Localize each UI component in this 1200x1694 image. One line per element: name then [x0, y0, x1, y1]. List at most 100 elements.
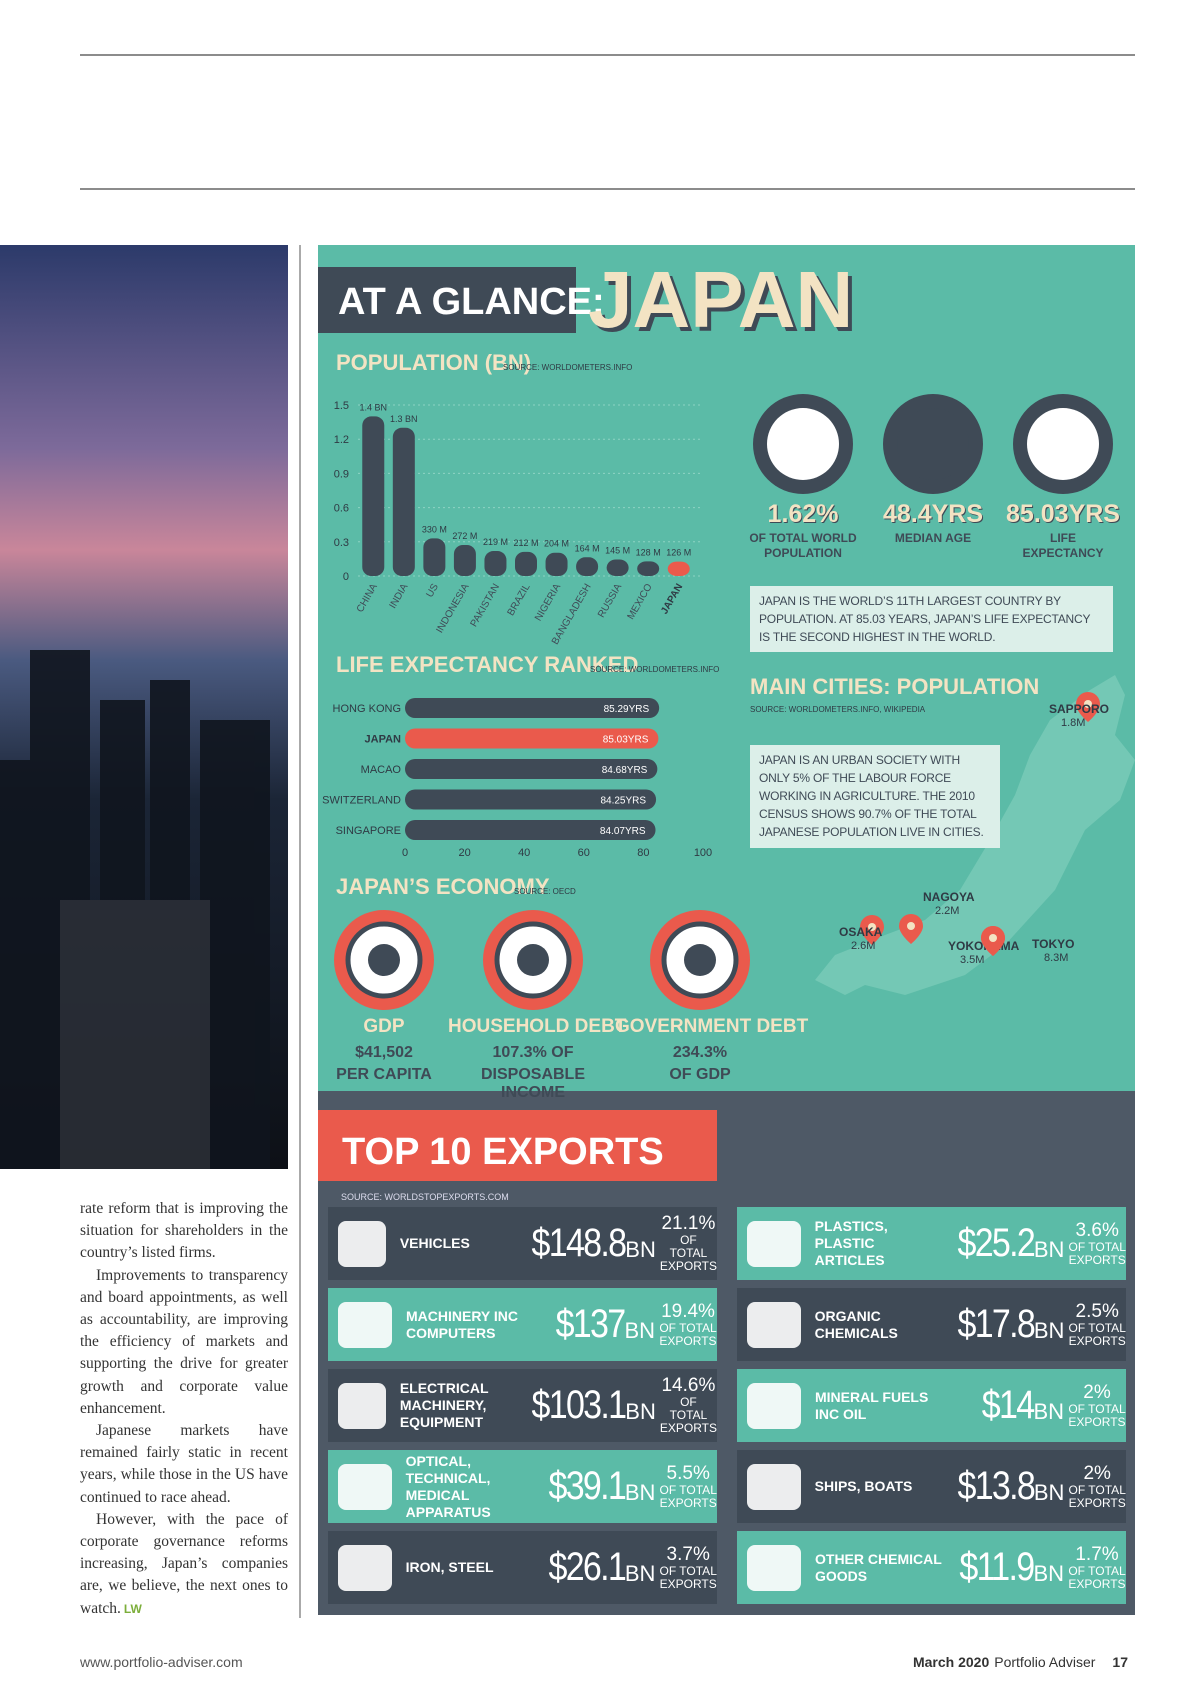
export-share: 14.6%	[661, 1375, 716, 1396]
export-name: OTHER CHEMICAL GOODS	[815, 1550, 942, 1584]
export-icon	[747, 1544, 801, 1591]
value-label: 126 M	[666, 548, 691, 558]
export-share: 5.5%	[666, 1462, 710, 1484]
y-tick-label: 0.3	[334, 537, 349, 549]
cities-source: SOURCE: WORLDOMETERS.INFO, WIKIPEDIA	[750, 705, 926, 714]
export-name: IRON, STEEL	[405, 1559, 494, 1575]
economy-label: GOVERNMENT DEBT	[615, 1016, 809, 1037]
export-share-box: 14.6% OF TOTAL EXPORTS	[660, 1376, 717, 1435]
export-share-box: 2% OF TOTAL EXPORTS	[1068, 1382, 1126, 1429]
export-unit: BN	[1033, 1398, 1064, 1424]
export-icon	[338, 1544, 392, 1591]
export-value: $148.8	[531, 1221, 627, 1265]
export-icon	[747, 1382, 801, 1429]
exports-title-box	[318, 1110, 717, 1181]
export-share-box: 3.7% OF TOTAL EXPORTS	[659, 1543, 717, 1591]
y-category-label: MACAO	[361, 764, 402, 776]
stat-value: 85.03YRS	[1006, 500, 1120, 528]
footer-url: www.portfolio-adviser.com	[80, 1654, 243, 1670]
export-value: $17.8	[957, 1302, 1035, 1346]
export-share-box: 1.7% OF TOTAL EXPORTS	[1068, 1544, 1126, 1591]
article: rate reform that is improving the situat…	[80, 1198, 288, 1620]
export-value: $39.1	[548, 1464, 626, 1508]
life-title: LIFE EXPECTANCY RANKED	[336, 652, 638, 677]
economy-item: GDP $41,502 PER CAPITA	[299, 1016, 469, 1084]
export-name: MINERAL FUELS INC OIL	[815, 1388, 929, 1422]
export-share: 19.4%	[661, 1300, 715, 1322]
export-icon	[747, 1301, 801, 1348]
x-tick-label: 100	[694, 847, 712, 859]
stat-label: OF TOTAL WORLD POPULATION	[749, 531, 857, 560]
bar	[576, 557, 599, 576]
export-share-label: OF TOTAL EXPORTS	[1068, 1320, 1126, 1348]
export-unit: BN	[624, 1560, 656, 1586]
export-row: IRON, STEEL $26.1 BN 3.7% OF TOTAL EXPORTS	[328, 1531, 717, 1604]
value-label: 219 M	[483, 537, 508, 547]
export-row: SHIPS, BOATS $13.8 BN 2% OF TOTAL EXPORTS	[737, 1450, 1126, 1523]
value-label: 212 M	[513, 538, 538, 548]
japan-map	[815, 675, 1135, 995]
bar	[484, 551, 507, 576]
export-share-label: OF TOTAL EXPORTS	[1068, 1239, 1126, 1267]
export-value: $137	[555, 1302, 627, 1346]
city-population: 3.5M	[960, 954, 984, 966]
city-population: 2.6M	[851, 940, 875, 952]
x-tick-label: 20	[458, 847, 470, 859]
export-share-label: OF TOTAL EXPORTS	[1068, 1482, 1126, 1510]
city-name: NAGOYA	[923, 890, 975, 904]
city-name: SAPPORO	[1049, 702, 1109, 716]
export-share: 3.7%	[666, 1543, 710, 1565]
export-share-label: OF TOTAL EXPORTS	[659, 1395, 717, 1435]
export-icon	[338, 1301, 392, 1348]
bar	[405, 820, 656, 840]
export-share: 2%	[1083, 1462, 1111, 1484]
y-tick-label: 0	[343, 571, 349, 583]
value-label: 84.68YRS	[602, 765, 648, 776]
export-row: OTHER CHEMICAL GOODS $11.9 BN 1.7% OF TOTAL …	[737, 1531, 1126, 1604]
export-name: MACHINERY INC COMPUTERS	[406, 1307, 519, 1341]
signature: LW	[123, 1601, 142, 1616]
y-category-label: HONG KONG	[333, 703, 401, 715]
value-label: 84.25YRS	[600, 796, 646, 807]
bar	[405, 698, 660, 718]
footer-publication: Portfolio Adviser	[994, 1654, 1096, 1670]
value-label: 164 M	[575, 543, 600, 553]
export-share-label: OF TOTAL EXPORTS	[1068, 1401, 1126, 1429]
economy-value: 107.3% OF	[492, 1044, 574, 1061]
y-tick-label: 1.5	[334, 400, 349, 412]
footer-page: 17	[1112, 1654, 1128, 1670]
export-share-box: 3.6% OF TOTAL EXPORTS	[1068, 1219, 1126, 1267]
export-share-label: OF TOTAL EXPORTS	[659, 1563, 717, 1591]
skyline	[0, 650, 270, 1169]
export-name: PLASTICS, PLASTIC ARTICLES	[814, 1218, 888, 1268]
city-pin-dot	[907, 922, 915, 930]
export-share: 21.1%	[661, 1213, 716, 1234]
x-tick-label: 0	[402, 847, 408, 859]
export-share-label: OF TOTAL EXPORTS	[1068, 1563, 1126, 1591]
title-shadow: JAPAN	[592, 259, 857, 348]
city-name: OSAKA	[839, 925, 883, 939]
bar	[667, 561, 690, 576]
value-label: 330 M	[422, 524, 447, 534]
population-source: SOURCE: WORLDOMETERS.INFO	[503, 363, 632, 372]
export-row: OPTICAL, TECHNICAL, MEDICAL APPARATUS $39…	[328, 1450, 717, 1523]
export-share: 3.6%	[1075, 1219, 1119, 1241]
export-share-box: 5.5% OF TOTAL EXPORTS	[659, 1462, 717, 1510]
y-category-label: SINGAPORE	[336, 825, 401, 837]
stat-value: 48.4YRS	[882, 500, 984, 528]
value-label: 85.29YRS	[604, 704, 650, 715]
x-tick-label: 60	[578, 847, 590, 859]
export-name: OPTICAL, TECHNICAL, MEDICAL APPARATUS	[405, 1452, 491, 1520]
paragraph: rate reform that is improving the situat…	[80, 1200, 288, 1262]
export-unit: BN	[1033, 1317, 1065, 1343]
paragraph: Japanese markets have remained fairly st…	[80, 1422, 288, 1506]
export-unit: BN	[625, 1398, 656, 1424]
y-category-label: JAPAN	[365, 734, 402, 746]
x-tick-label: 40	[518, 847, 530, 859]
export-row: MACHINERY INC COMPUTERS $137 BN 19.4% OF TOT…	[328, 1288, 717, 1361]
value-label: 204 M	[544, 539, 569, 549]
export-name: SHIPS, BOATS	[814, 1478, 913, 1494]
economy-source: SOURCE: OECD	[514, 887, 576, 896]
y-category-label: SWITZERLAND	[322, 795, 401, 807]
